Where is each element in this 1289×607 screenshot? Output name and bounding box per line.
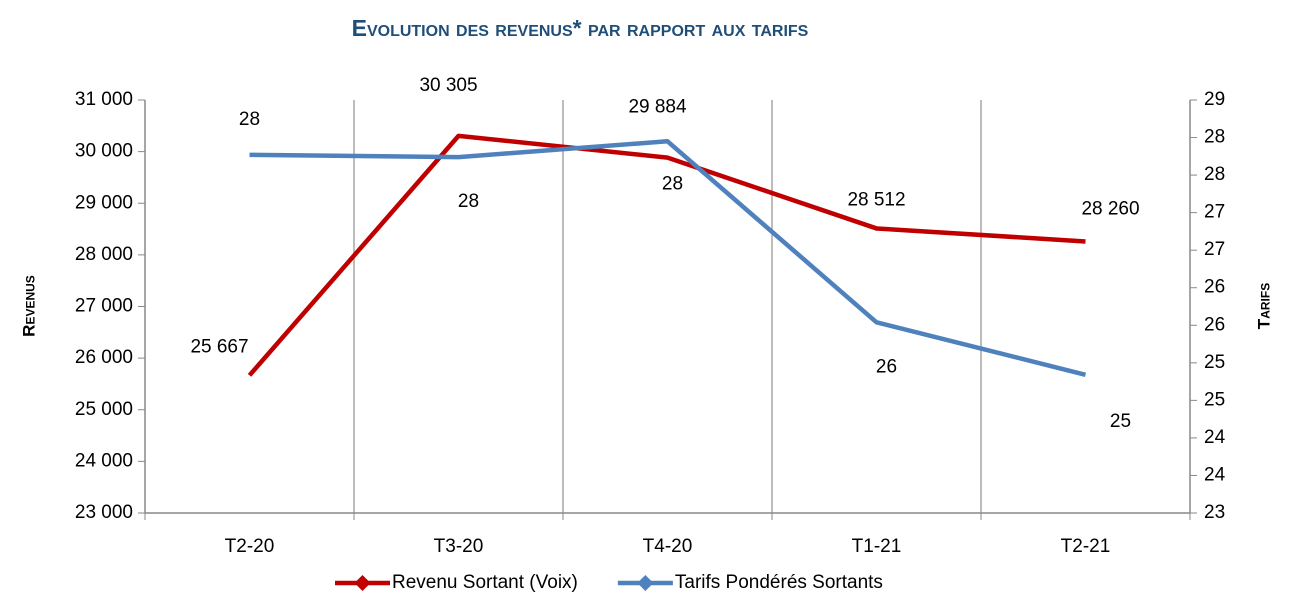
y2-tick-label: 24 [1204, 427, 1226, 448]
chart-title: Evolution des revenus* par rapport aux t… [352, 15, 809, 41]
data-label: 29 884 [628, 97, 687, 118]
legend-label: Tarifs Pondérés Sortants [675, 572, 883, 593]
y-tick-label: 25 000 [75, 399, 133, 420]
data-label: 28 512 [847, 189, 905, 210]
data-label: 28 [662, 173, 683, 194]
y2-tick-label: 26 [1204, 277, 1225, 298]
y2-tick-label: 24 [1204, 464, 1226, 485]
data-label: 25 667 [190, 336, 248, 357]
legend-marker [637, 575, 654, 591]
x-tick-label: T1-21 [852, 536, 902, 557]
y-tick-label: 30 000 [75, 141, 133, 162]
data-label: 28 [239, 109, 260, 130]
legend-marker [354, 575, 371, 591]
data-label: 25 [1110, 411, 1131, 432]
y-tick-label: 27 000 [75, 296, 133, 317]
y-tick-label: 23 000 [75, 502, 133, 523]
y2-tick-label: 25 [1204, 352, 1225, 373]
series-line [249, 139, 1087, 378]
data-label: 26 [876, 356, 897, 377]
y2-tick-label: 28 [1204, 127, 1225, 148]
x-tick-label: T4-20 [643, 536, 693, 557]
y2-tick-label: 27 [1204, 239, 1225, 260]
y-tick-label: 31 000 [75, 89, 133, 110]
y2-tick-label: 28 [1204, 164, 1225, 185]
x-tick-label: T3-20 [434, 536, 484, 557]
y2-tick-label: 29 [1204, 89, 1225, 110]
series-line [247, 133, 1086, 377]
y-tick-label: 26 000 [75, 347, 133, 368]
y-tick-label: 28 000 [75, 244, 133, 265]
data-label: 30 305 [419, 75, 477, 96]
y2-tick-label: 27 [1204, 202, 1225, 223]
y2-tick-label: 25 [1204, 389, 1225, 410]
y2-axis-title: Tarifs [1254, 283, 1273, 329]
legend-label: Revenu Sortant (Voix) [392, 572, 578, 593]
data-label: 28 260 [1081, 198, 1139, 219]
y-tick-label: 29 000 [75, 192, 133, 213]
x-tick-label: T2-21 [1061, 536, 1111, 557]
y-tick-label: 24 000 [75, 450, 133, 471]
y2-tick-label: 23 [1204, 502, 1225, 523]
data-label: 28 [458, 191, 479, 212]
y-axis-title: Revenus [19, 275, 38, 337]
x-tick-label: T2-20 [225, 536, 275, 557]
y2-tick-label: 26 [1204, 314, 1225, 335]
